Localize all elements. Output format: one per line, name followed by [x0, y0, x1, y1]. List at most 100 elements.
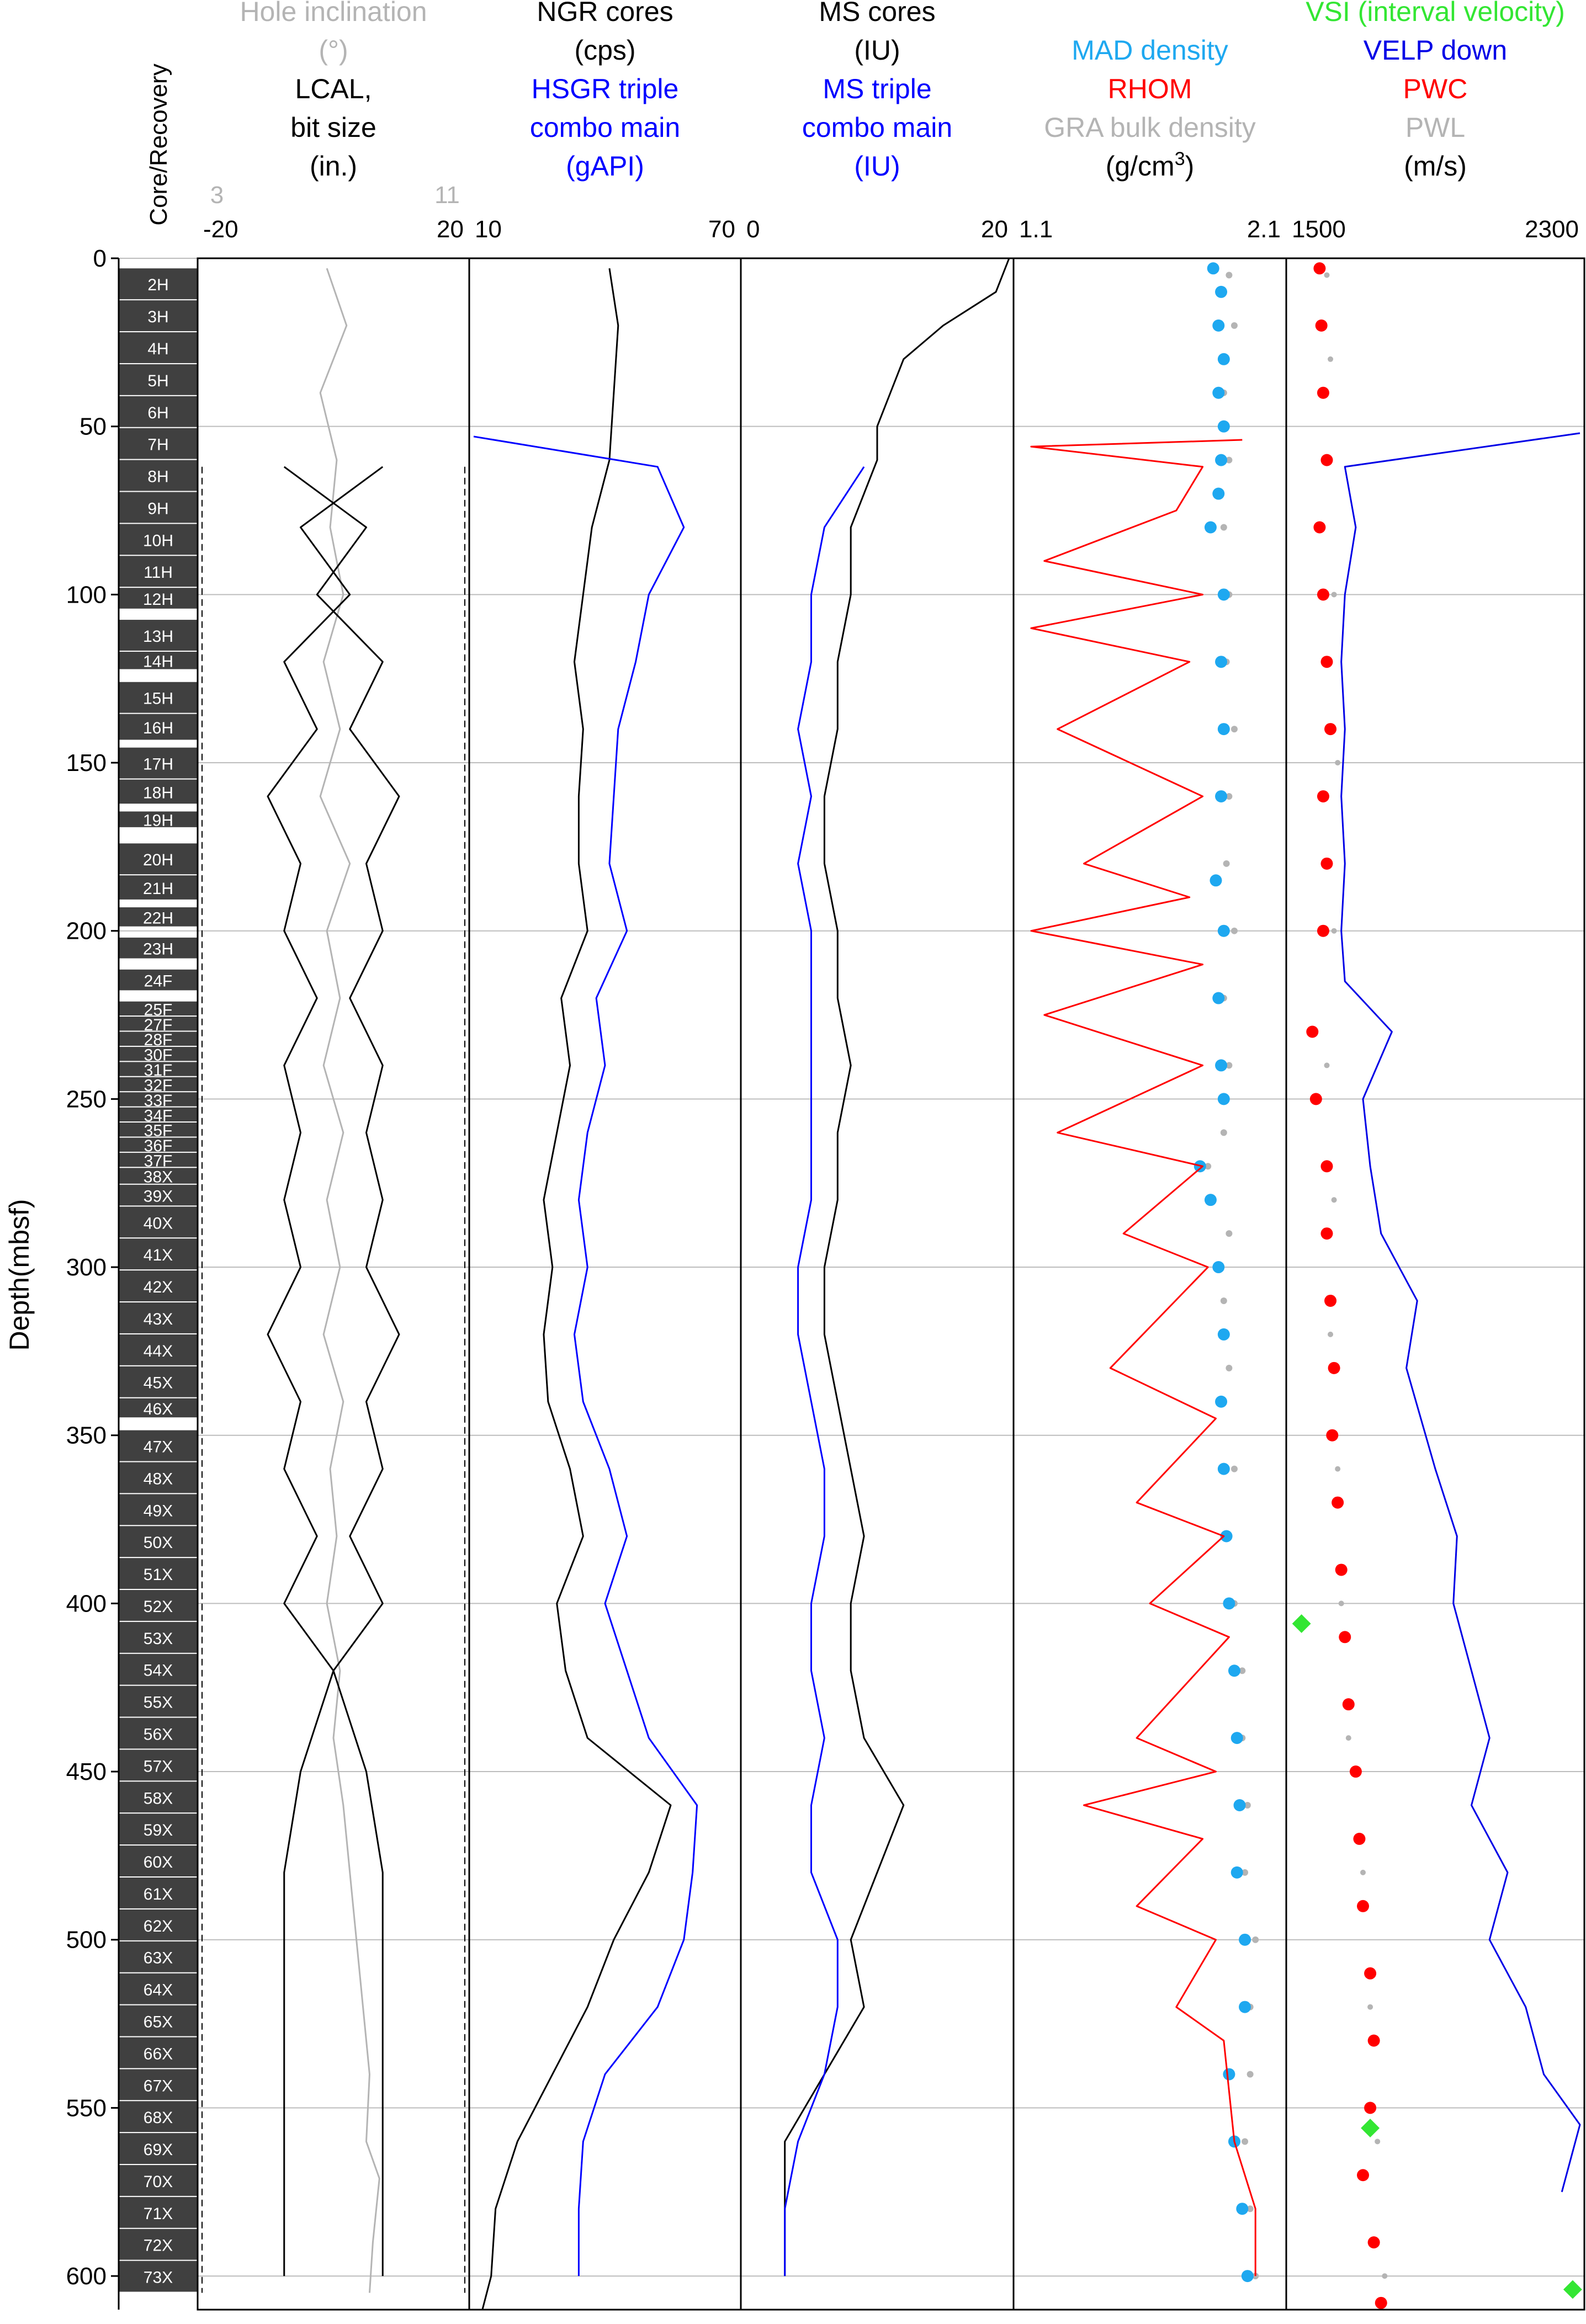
ms-triple-combo-main-line — [784, 466, 865, 2277]
pwl-point — [1331, 1197, 1337, 1203]
y-tick-label: 200 — [66, 918, 107, 945]
pwc-point — [1349, 1765, 1362, 1778]
core-label: 7H — [147, 436, 168, 454]
core-box — [119, 747, 198, 779]
core-label: 3H — [147, 308, 168, 326]
gra-bulk-density-point — [1239, 1667, 1246, 1674]
track-frame-velocity — [1285, 257, 1585, 2311]
core-box — [119, 1717, 198, 1749]
core-label: 52X — [144, 1598, 173, 1616]
y-tick-label: 450 — [66, 1758, 107, 1785]
mad-density-point — [1217, 1463, 1230, 1475]
gra-bulk-density-point — [1246, 2205, 1254, 2213]
velp-down-line — [1340, 432, 1581, 2193]
core-box — [119, 1814, 198, 1845]
ngr-cores-line — [481, 268, 672, 2310]
core-label: 40X — [144, 1214, 173, 1232]
data-layer — [201, 258, 1582, 2310]
core-label: 30F — [144, 1046, 173, 1065]
core-label: 32F — [144, 1076, 173, 1094]
core-label: 54X — [144, 1662, 173, 1680]
mad-density-point — [1230, 1866, 1243, 1879]
core-label: 25F — [144, 1001, 173, 1019]
core-label: 44X — [144, 1342, 173, 1360]
track-header-line: NGR cores — [537, 0, 673, 27]
core-box — [119, 1749, 198, 1781]
mad-density-point — [1215, 1059, 1228, 1072]
pwc-point — [1332, 1496, 1344, 1509]
y-tick-label: 100 — [66, 581, 107, 608]
track-frame-ngr — [468, 257, 742, 2311]
mad-density-point — [1228, 1664, 1240, 1677]
core-label: 63X — [144, 1949, 173, 1967]
core-box — [119, 1590, 198, 1621]
gra-bulk-density-point — [1242, 1869, 1249, 1876]
core-label: 49X — [144, 1502, 173, 1520]
mad-density-point — [1223, 1597, 1235, 1610]
core-box — [119, 1653, 198, 1685]
core-box — [119, 1152, 198, 1167]
pwc-point — [1320, 454, 1333, 466]
core-box — [119, 1973, 198, 2004]
core-label: 68X — [144, 2109, 173, 2127]
mad-density-point — [1217, 588, 1230, 601]
mad-density-point — [1223, 2068, 1235, 2081]
pwc-point — [1317, 790, 1329, 802]
gra-bulk-density-point — [1246, 2071, 1254, 2078]
core-box — [119, 1168, 198, 1184]
core-box — [119, 588, 198, 609]
pwl-point — [1338, 1600, 1344, 1607]
core-label: 42X — [144, 1278, 173, 1296]
scale-max-label: 70 — [708, 216, 735, 243]
core-label: 39X — [144, 1188, 173, 1206]
core-box — [119, 1031, 198, 1046]
core-box — [119, 1334, 198, 1365]
gra-bulk-density-point — [1226, 272, 1233, 279]
core-box — [119, 1941, 198, 1972]
core-label: 12H — [143, 591, 173, 609]
gra-bulk-density-point — [1230, 1465, 1238, 1472]
core-label: 71X — [144, 2205, 173, 2223]
ms-cores-line — [784, 258, 1010, 2277]
track-header-line: (IU) — [854, 35, 900, 66]
core-box — [119, 1877, 198, 1908]
core-label: 60X — [144, 1853, 173, 1871]
core-label: 65X — [144, 2013, 173, 2031]
core-box — [119, 1909, 198, 1940]
track-header-line: bit size — [290, 112, 376, 143]
pwl-point — [1324, 272, 1330, 278]
gra-bulk-density-point — [1242, 2138, 1249, 2145]
pwc-point — [1313, 262, 1326, 275]
core-label: 16H — [143, 719, 173, 737]
core-label: 41X — [144, 1246, 173, 1264]
track-header-line: (g/cm3) — [1106, 148, 1195, 182]
core-box — [119, 779, 198, 804]
gra-bulk-density-point — [1226, 793, 1233, 800]
mad-density-point — [1204, 1194, 1217, 1206]
gra-bulk-density-point — [1223, 860, 1230, 867]
core-box — [119, 1206, 198, 1238]
pwc-point — [1313, 521, 1326, 534]
pwl-point — [1331, 928, 1337, 934]
core-label: 15H — [143, 690, 173, 708]
pwc-point — [1364, 1967, 1377, 1980]
core-box — [119, 2069, 198, 2100]
core-label: 57X — [144, 1757, 173, 1775]
core-label: 45X — [144, 1374, 173, 1392]
gra-bulk-density-point — [1226, 1364, 1233, 1371]
core-label: 6H — [147, 404, 168, 422]
core-label: 9H — [147, 499, 168, 518]
pwc-point — [1324, 723, 1337, 736]
grid-layer — [119, 258, 1584, 2277]
core-label: 38X — [144, 1168, 173, 1187]
pwc-point — [1320, 857, 1333, 870]
track-header-line: GRA bulk density — [1044, 112, 1256, 143]
core-box — [119, 460, 198, 491]
core-label: 36F — [144, 1137, 173, 1155]
header-layer: Core/Recovery Hole inclination (°) LCAL, bit… — [145, 0, 1565, 226]
mad-density-point — [1207, 262, 1219, 275]
mad-density-point — [1215, 790, 1228, 802]
pwc-point — [1306, 1025, 1319, 1038]
core-box — [119, 1430, 198, 1461]
core-box — [119, 907, 198, 927]
